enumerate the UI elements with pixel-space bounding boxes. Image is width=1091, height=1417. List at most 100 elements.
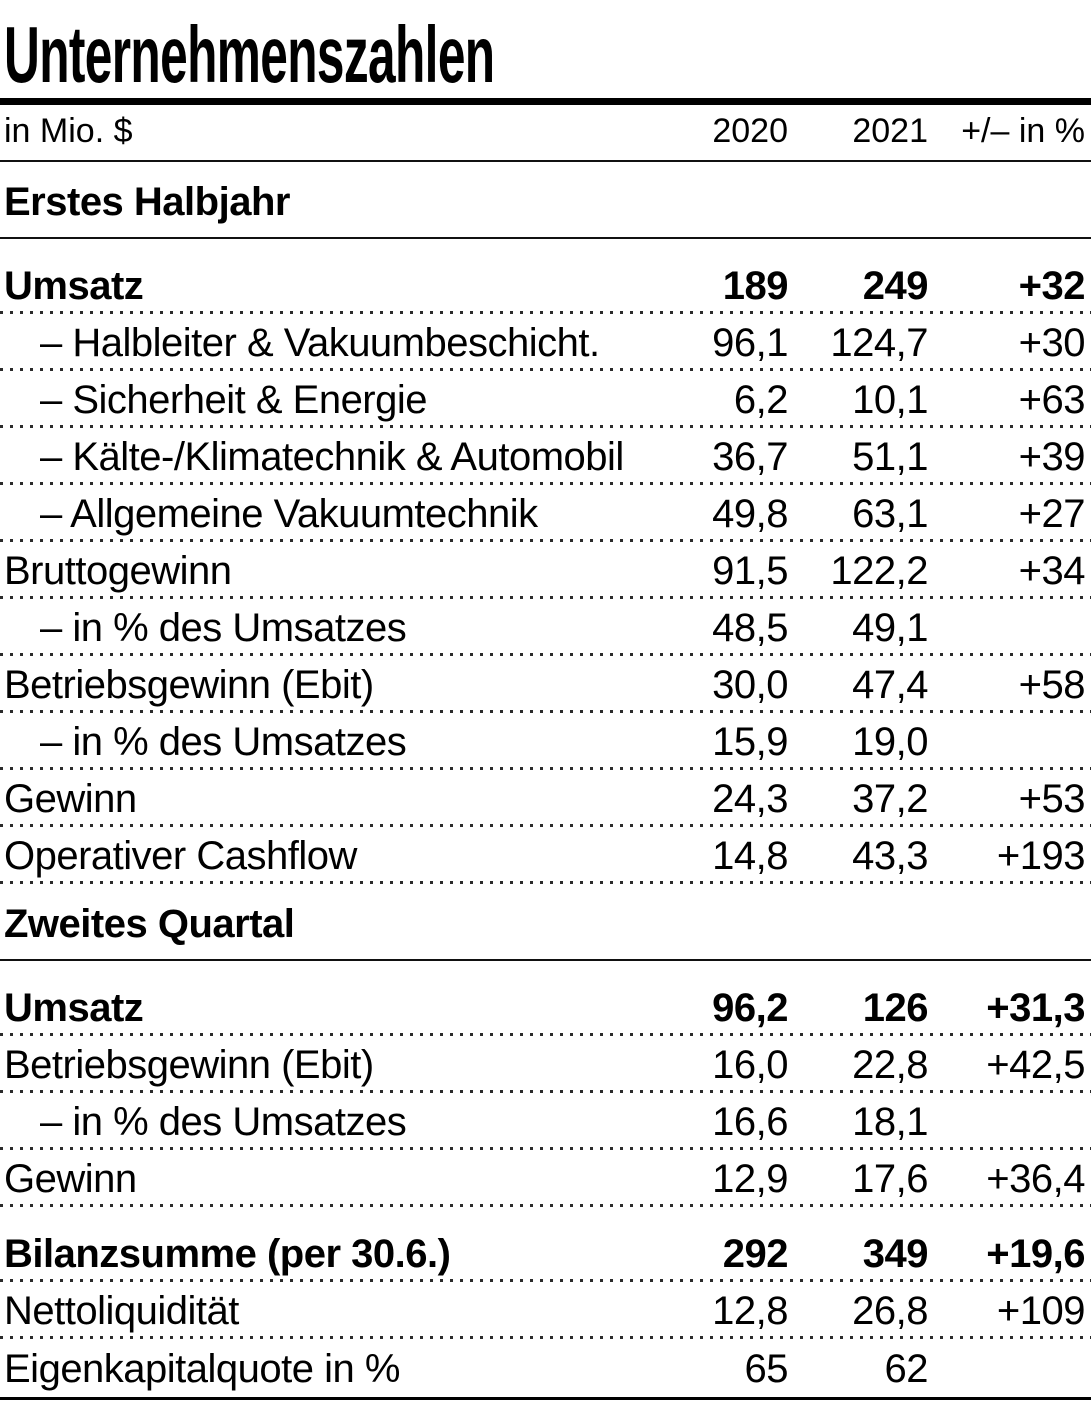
row-label: Operativer Cashflow (4, 834, 357, 878)
value-change: +63 (1018, 378, 1086, 422)
unit-label: in Mio. $ (4, 112, 133, 150)
table-row: – Sicherheit & Energie 6,2 10,1 +63 (0, 371, 1091, 428)
value-2021: 124,7 (830, 321, 928, 365)
table-row: – Kälte-/Klimatechnik & Automobil 36,7 51,… (0, 428, 1091, 485)
value-2021: 122,2 (830, 549, 928, 593)
table-body: Erstes Halbjahr Umsatz 189 249 +32 – Halbleit… (0, 162, 1091, 1397)
value-change: +58 (1018, 663, 1086, 707)
row-label: Nettoliquidität (4, 1289, 239, 1333)
value-change: +31,3 (986, 986, 1085, 1030)
row-label: – in % des Umsatzes (40, 720, 407, 764)
row-label: Umsatz (4, 986, 144, 1030)
value-2021: 62 (884, 1347, 929, 1391)
row-label: – Allgemeine Vakuumtechnik (40, 492, 538, 536)
table-row: – Halbleiter & Vakuumbeschicht. 96,1 124,7… (0, 314, 1091, 371)
table-row: Betriebsgewinn (Ebit) 16,0 22,8 +42,5 (0, 1036, 1091, 1093)
value-change: +39 (1018, 435, 1086, 479)
value-2021: 26,8 (852, 1289, 928, 1333)
column-header-2021: 2021 (852, 112, 928, 150)
value-2021: 349 (862, 1232, 929, 1276)
row-label: – Kälte-/Klimatechnik & Automobil (40, 435, 624, 479)
value-2021: 63,1 (852, 492, 928, 536)
section-title: Zweites Quartal (4, 902, 295, 946)
value-2020: 16,0 (712, 1043, 788, 1087)
table-row: – in % des Umsatzes 16,6 18,1 (0, 1093, 1091, 1150)
value-change: +109 (996, 1289, 1086, 1333)
value-2020: 48,5 (712, 606, 788, 650)
value-2020: 6,2 (733, 378, 789, 422)
value-2020: 91,5 (712, 549, 788, 593)
page-title-row: Unternehmenszahlen (0, 0, 1091, 98)
row-label: – in % des Umsatzes (40, 1100, 407, 1144)
value-2021: 19,0 (852, 720, 928, 764)
row-label: Bruttogewinn (4, 549, 232, 593)
row-label: Betriebsgewinn (Ebit) (4, 663, 374, 707)
value-change: +30 (1018, 321, 1086, 365)
row-label: Umsatz (4, 264, 144, 308)
value-2021: 47,4 (852, 663, 928, 707)
table-row: Nettoliquidität 12,8 26,8 +109 (0, 1282, 1091, 1339)
table-row: Gewinn 12,9 17,6 +36,4 (0, 1150, 1091, 1207)
value-2020: 15,9 (712, 720, 788, 764)
value-change: +53 (1018, 777, 1086, 821)
row-label: – Halbleiter & Vakuumbeschicht. (40, 321, 600, 365)
section-title: Erstes Halbjahr (4, 180, 290, 224)
value-2021: 37,2 (852, 777, 928, 821)
table-row: Umsatz 189 249 +32 (0, 239, 1091, 314)
table-row: – Allgemeine Vakuumtechnik 49,8 63,1 +27 (0, 485, 1091, 542)
value-2020: 14,8 (712, 834, 788, 878)
value-2021: 49,1 (852, 606, 928, 650)
value-2020: 96,1 (712, 321, 788, 365)
value-change: +27 (1018, 492, 1086, 536)
section-header-row: Erstes Halbjahr (0, 162, 1091, 239)
value-2020: 65 (744, 1347, 789, 1391)
value-2020: 36,7 (712, 435, 788, 479)
value-2021: 10,1 (852, 378, 928, 422)
value-2020: 12,9 (712, 1157, 788, 1201)
value-change: +36,4 (986, 1157, 1085, 1201)
value-2021: 43,3 (852, 834, 928, 878)
value-change: +19,6 (986, 1232, 1085, 1276)
table-row: Bilanzsumme (per 30.6.) 292 349 +19,6 (0, 1207, 1091, 1282)
row-label: Betriebsgewinn (Ebit) (4, 1043, 374, 1087)
column-header-change: +/– in % (961, 112, 1085, 150)
value-change: +32 (1018, 264, 1086, 308)
row-label: Bilanzsumme (per 30.6.) (4, 1232, 451, 1276)
table-header-row: in Mio. $ 2020 2021 +/– in % (0, 105, 1091, 162)
value-2020: 49,8 (712, 492, 788, 536)
section-header-row: Zweites Quartal (0, 884, 1091, 961)
value-2020: 24,3 (712, 777, 788, 821)
value-2020: 16,6 (712, 1100, 788, 1144)
value-2020: 12,8 (712, 1289, 788, 1333)
table-row: Umsatz 96,2 126 +31,3 (0, 961, 1091, 1036)
value-2020: 30,0 (712, 663, 788, 707)
value-change: +42,5 (986, 1043, 1085, 1087)
row-label: – in % des Umsatzes (40, 606, 407, 650)
value-2020: 96,2 (712, 986, 788, 1030)
value-2021: 249 (862, 264, 929, 308)
value-2021: 17,6 (852, 1157, 928, 1201)
value-2020: 189 (722, 264, 789, 308)
table-row: Betriebsgewinn (Ebit) 30,0 47,4 +58 (0, 656, 1091, 713)
value-change: +193 (996, 834, 1086, 878)
value-2020: 292 (722, 1232, 789, 1276)
table-row: Operativer Cashflow 14,8 43,3 +193 (0, 827, 1091, 884)
table-row: – in % des Umsatzes 48,5 49,1 (0, 599, 1091, 656)
financial-table: in Mio. $ 2020 2021 +/– in % Erstes Halb… (0, 105, 1091, 1400)
value-change: +34 (1018, 549, 1086, 593)
page-title: Unternehmenszahlen (4, 10, 495, 99)
table-row: Eigenkapitalquote in % 65 62 (0, 1339, 1091, 1397)
row-label: – Sicherheit & Energie (40, 378, 428, 422)
value-2021: 22,8 (852, 1043, 928, 1087)
value-2021: 18,1 (852, 1100, 928, 1144)
table-row: – in % des Umsatzes 15,9 19,0 (0, 713, 1091, 770)
row-label: Eigenkapitalquote in % (4, 1347, 400, 1391)
row-label: Gewinn (4, 1157, 137, 1201)
table-row: Bruttogewinn 91,5 122,2 +34 (0, 542, 1091, 599)
top-rule (0, 98, 1091, 105)
column-header-2020: 2020 (712, 112, 788, 150)
value-2021: 126 (862, 986, 929, 1030)
row-label: Gewinn (4, 777, 137, 821)
table-row: Gewinn 24,3 37,2 +53 (0, 770, 1091, 827)
value-2021: 51,1 (852, 435, 928, 479)
